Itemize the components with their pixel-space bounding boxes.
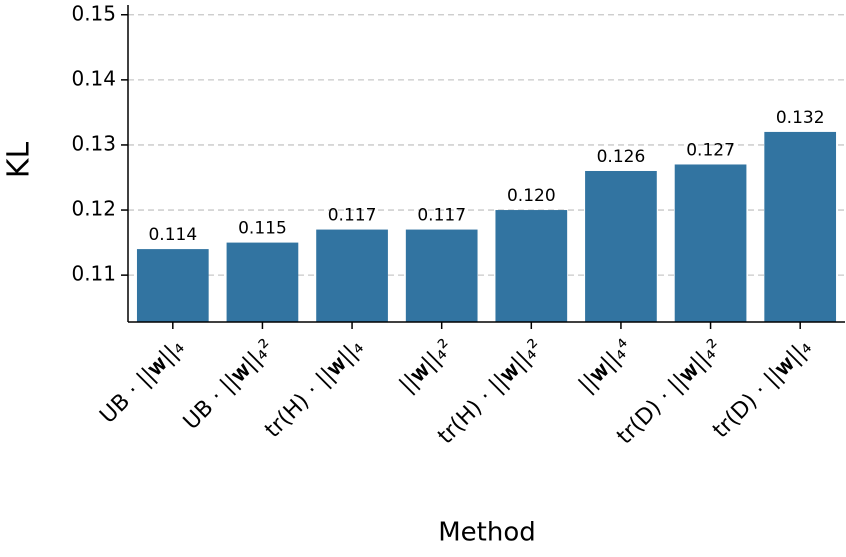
value-label: 0.115	[238, 219, 287, 239]
x-tick-label: ||𝐰||₄⁴	[574, 335, 637, 398]
y-axis-label: KL	[2, 142, 37, 179]
y-tick-label: 0.14	[71, 66, 116, 90]
y-tick-label: 0.12	[71, 197, 116, 221]
x-tick-label: ||𝐰||₄²	[395, 335, 458, 398]
bar	[405, 229, 478, 322]
bar	[136, 249, 209, 322]
value-label: 0.132	[776, 108, 825, 128]
x-tick-label: UB · ||𝐰||₄²	[179, 335, 279, 435]
value-label: 0.117	[328, 206, 377, 226]
value-label: 0.120	[507, 186, 556, 206]
value-label: 0.117	[417, 206, 466, 226]
value-label: 0.127	[686, 140, 735, 160]
y-tick-label: 0.15	[71, 1, 116, 25]
value-label: 0.114	[148, 225, 197, 245]
x-tick-label: UB · ||𝐰||₄	[95, 335, 189, 429]
bar	[764, 131, 837, 322]
x-axis-label: Method	[438, 518, 536, 548]
bar	[495, 210, 568, 322]
bar	[585, 170, 657, 322]
bar	[674, 164, 747, 322]
y-tick-label: 0.11	[71, 262, 116, 286]
bar	[316, 229, 388, 322]
value-label: 0.126	[597, 147, 646, 167]
y-tick-label: 0.13	[71, 131, 116, 155]
bar	[226, 242, 299, 322]
